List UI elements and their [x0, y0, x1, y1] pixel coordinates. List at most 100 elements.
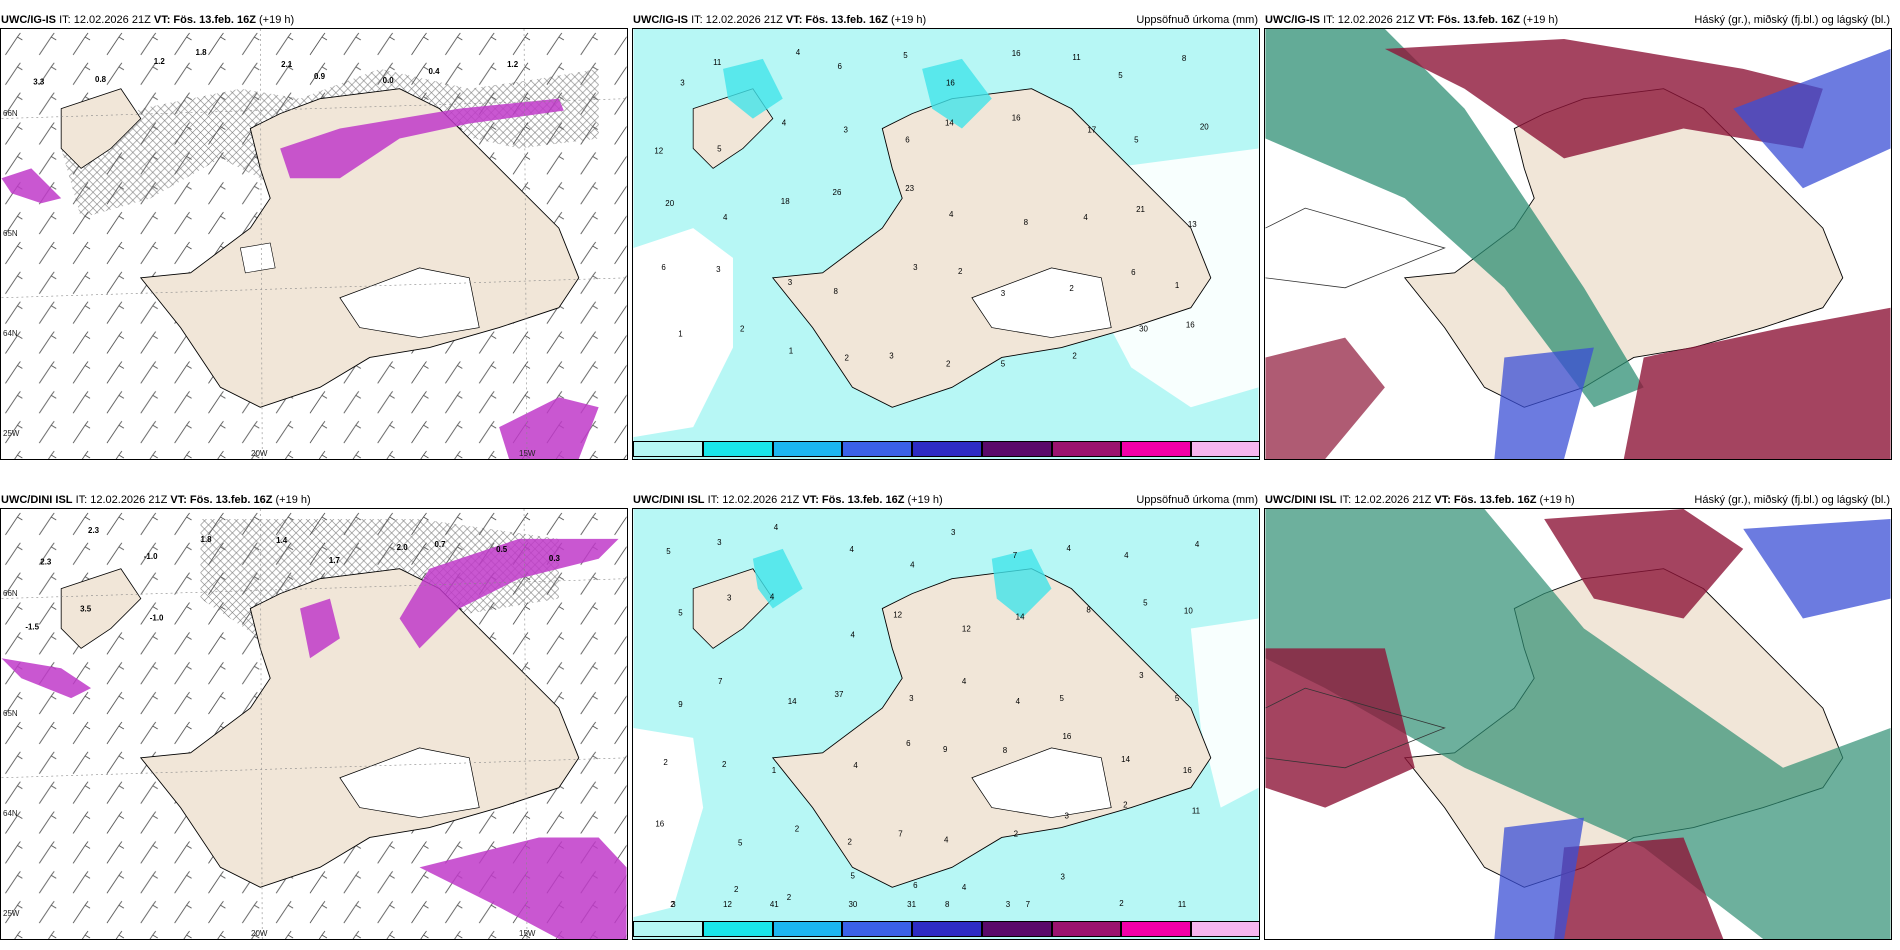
precip-field-mid — [922, 58, 992, 129]
graticule — [1, 509, 627, 939]
value-label: 3 — [1064, 812, 1069, 821]
value-label: 8 — [945, 900, 950, 909]
value-label: 12 — [654, 146, 663, 155]
wind-precip-map: 2.3 2.3 -1.0 1.8 1.4 1.7 2.0 0.7 0.5 0.3 -1.5 3.5 -1… — [0, 508, 628, 940]
value-label: 4 — [770, 593, 775, 602]
panel-title: Uppsöfnuð úrkoma (mm) — [1136, 14, 1258, 26]
legend-tick-label: 1 — [633, 458, 637, 459]
value-label: 7 — [1026, 900, 1031, 909]
panel-header: UWC/IG-IS IT: 12.02.2026 21Z VT: Fös. 13… — [1, 14, 295, 26]
value-label: 0.4 — [428, 67, 440, 76]
glacier — [339, 747, 480, 818]
value-label: 11 — [713, 58, 722, 67]
value-label: 2 — [787, 893, 792, 902]
value-label: 2.3 — [88, 526, 100, 535]
value-label: 4 — [962, 677, 967, 686]
precip-band-central — [300, 598, 340, 659]
value-label: 3 — [889, 351, 894, 360]
value-label: 14 — [788, 697, 797, 706]
lat-label-64n: 64N — [3, 809, 18, 818]
cloud-cover-map — [1264, 508, 1892, 940]
no-precip-west — [633, 727, 704, 918]
value-label: -1.0 — [150, 613, 164, 622]
value-label: 2.1 — [281, 60, 293, 69]
value-label: 37 — [835, 690, 844, 699]
value-label: 21 — [1136, 205, 1145, 214]
cloud-map-svg — [1265, 509, 1891, 939]
glacier — [971, 267, 1112, 338]
value-label: 16 — [1062, 732, 1071, 741]
value-label: 12 — [893, 610, 902, 619]
value-label: 6 — [913, 881, 918, 890]
value-label: 2.3 — [40, 558, 52, 567]
legend-tick-label: 50 — [840, 458, 849, 459]
lat-label-66n: 66N — [3, 589, 18, 598]
value-label: 2 — [844, 353, 849, 362]
value-label: 4 — [774, 523, 779, 532]
panel-dini-wind: UWC/DINI ISL IT: 12.02.2026 21Z VT: Fös.… — [0, 492, 628, 940]
legend-tick-label: 1 — [633, 938, 637, 939]
legend-tick-label: 100 — [977, 938, 990, 939]
value-label: 6 — [906, 739, 911, 748]
value-label: 0.7 — [434, 540, 446, 549]
value-label: 12 — [723, 900, 732, 909]
value-label: 0.0 — [383, 76, 395, 85]
value-label: 3 — [717, 538, 722, 547]
value-label: 4 — [782, 119, 787, 128]
mid-cloud-west — [1265, 648, 1415, 808]
value-label: 8 — [1182, 54, 1187, 63]
lon-label-25w: 25W — [3, 909, 20, 918]
graticule — [1265, 207, 1446, 289]
panel-igis-wind: UWC/IG-IS IT: 12.02.2026 21Z VT: Fös. 13… — [0, 12, 628, 460]
value-label: 16 — [1183, 766, 1192, 775]
legend-tick-label: 400 — [1187, 938, 1200, 939]
lon-label-20w: 20W — [251, 929, 268, 938]
value-label: 1 — [789, 346, 794, 355]
value-label: 1.4 — [276, 536, 288, 545]
legend-tick-label: 10 — [700, 938, 709, 939]
value-label: 14 — [1016, 612, 1025, 621]
value-label: 5 — [1001, 359, 1006, 368]
legend-swatch — [1191, 921, 1259, 937]
accum-precip-map: 5 3 4 4 4 3 7 4 4 4 5 3 4 4 12 12 14 8 5 10 9 7 14 37 3 4 4 5 3 5 2 2 1 4… — [632, 508, 1260, 940]
value-label: 1.8 — [201, 535, 213, 544]
lon-label-15w: 15W — [519, 929, 536, 938]
legend-tick-label: 75 — [910, 458, 919, 459]
value-label: 4 — [949, 210, 954, 219]
value-label: 7 — [898, 829, 903, 838]
value-label: 4 — [910, 561, 915, 570]
mid-cloud-south — [1623, 307, 1891, 459]
cloud-cover-map — [1264, 28, 1892, 460]
wind-precip-map: 3.3 0.8 1.2 1.8 2.1 0.9 0.0 0.4 1.2 20W 15W 25W … — [0, 28, 628, 460]
value-label: 8 — [1024, 218, 1029, 227]
value-label: 3 — [680, 79, 685, 88]
panel-dini-cloud: UWC/DINI ISL IT: 12.02.2026 21Z VT: Fös.… — [1264, 492, 1892, 940]
value-label: 4 — [944, 835, 949, 844]
value-label: 3.5 — [80, 605, 92, 614]
low-cloud-northeast — [1743, 518, 1891, 619]
legend-tick-label: 25 — [770, 938, 779, 939]
legend-swatch — [633, 441, 703, 457]
value-label: 6 — [838, 62, 843, 71]
pmsl-labels: 2.3 2.3 -1.0 1.8 1.4 1.7 2.0 0.7 0.5 0.3 -1.5 3.5 -1… — [25, 526, 560, 632]
value-label: 5 — [1175, 694, 1180, 703]
value-label: 4 — [1016, 697, 1021, 706]
value-label: 3 — [1001, 289, 1006, 298]
legend-swatch — [633, 921, 703, 937]
value-label: 2 — [1014, 829, 1019, 838]
value-label: 41 — [770, 900, 779, 909]
value-label: 1.2 — [507, 60, 519, 69]
value-label: 3 — [913, 263, 918, 272]
high-cloud-band — [1265, 509, 1891, 939]
no-precip-east — [1190, 618, 1259, 808]
value-label: 2 — [1069, 284, 1074, 293]
legend-swatch — [912, 921, 982, 937]
precip-legend: 1 10 25 50 75 100 150 200 400 — [633, 441, 1259, 459]
precip-band-west — [1, 168, 62, 204]
value-label: 5 — [738, 838, 743, 847]
value-label: 8 — [1086, 606, 1091, 615]
legend-tick-label: 25 — [770, 458, 779, 459]
legend-swatch — [842, 441, 913, 457]
